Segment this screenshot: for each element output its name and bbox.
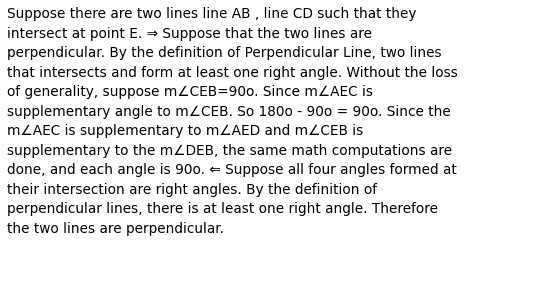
Text: Suppose there are two lines line AB , line CD such that they
intersect at point : Suppose there are two lines line AB , li… xyxy=(7,7,458,236)
